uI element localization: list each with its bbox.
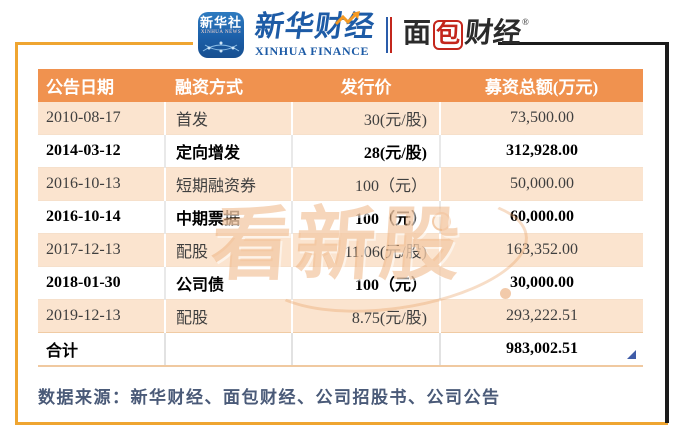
cell-financing-method: 中期票据 bbox=[164, 200, 292, 234]
bread-finance-logo: 面 包 财经 ® bbox=[403, 17, 529, 50]
cell-total-raised: 163,352.00 bbox=[439, 233, 643, 267]
frame-black-right-line bbox=[665, 42, 669, 423]
cell-corner-marker-icon bbox=[627, 350, 636, 359]
cell-financing-method: 公司债 bbox=[164, 266, 292, 300]
col-header-total-raised: 募资总额(万元) bbox=[440, 69, 643, 102]
cell-total-raised: 73,500.00 bbox=[439, 102, 643, 135]
cell-financing-method: 短期融资券 bbox=[164, 167, 292, 201]
cell-issue-price: 11.06(元/股) bbox=[291, 233, 440, 267]
cell-financing-method: 定向增发 bbox=[164, 134, 292, 168]
brand-header: 新华社 XINHUA NEWS 新华财经 XINHUA FINANCE 面 包 … bbox=[198, 8, 529, 62]
xinhua-news-app-icon: 新华社 XINHUA NEWS bbox=[198, 12, 244, 58]
total-row: 合计 983,002.51 bbox=[38, 332, 643, 367]
fundraising-table-wrap: 公告日期 融资方式 发行价 募资总额(万元) 2010-08-17 首发 30(… bbox=[38, 69, 643, 367]
table-row: 2019-12-13 配股 8.75(元/股) 293,222.51 bbox=[38, 299, 643, 333]
cell-issue-price: 28(元/股) bbox=[291, 134, 440, 168]
cell-issue-price: 30(元/股) bbox=[291, 102, 440, 135]
total-empty-price bbox=[291, 332, 440, 367]
cell-total-raised: 60,000.00 bbox=[439, 200, 643, 234]
table-body: 2010-08-17 首发 30(元/股) 73,500.00 2014-03-… bbox=[38, 102, 643, 333]
col-header-financing-method: 融资方式 bbox=[165, 69, 292, 102]
xinhua-news-icon-sublabel: XINHUA NEWS bbox=[200, 30, 242, 35]
frame-gold-top-line bbox=[15, 42, 193, 45]
frame-black-top-line bbox=[498, 42, 668, 45]
cell-issue-price: 8.75(元/股) bbox=[291, 299, 440, 333]
cell-announce-date: 2016-10-14 bbox=[38, 200, 165, 234]
total-label: 合计 bbox=[38, 332, 165, 367]
cell-total-raised: 50,000.00 bbox=[439, 167, 643, 201]
table-row: 2017-12-13 配股 11.06(元/股) 163,352.00 bbox=[38, 233, 643, 267]
cell-total-raised: 30,000.00 bbox=[439, 266, 643, 300]
table-row: 2010-08-17 首发 30(元/股) 73,500.00 bbox=[38, 102, 643, 135]
cell-announce-date: 2018-01-30 bbox=[38, 266, 165, 300]
bread-finance-char-bao: 包 bbox=[433, 20, 464, 50]
fundraising-table: 公告日期 融资方式 发行价 募资总额(万元) 2010-08-17 首发 30(… bbox=[38, 69, 643, 367]
xinhua-finance-logo: 新华财经 XINHUA FINANCE bbox=[253, 11, 377, 58]
total-empty-method bbox=[164, 332, 292, 367]
brand-divider bbox=[386, 17, 393, 53]
cell-announce-date: 2017-12-13 bbox=[38, 233, 165, 267]
cell-announce-date: 2019-12-13 bbox=[38, 299, 165, 333]
frame-gold-bottom-line bbox=[15, 422, 668, 425]
cell-announce-date: 2010-08-17 bbox=[38, 102, 165, 135]
total-amount: 983,002.51 bbox=[439, 332, 643, 367]
bread-finance-char-mian: 面 bbox=[403, 18, 432, 49]
col-header-announce-date: 公告日期 bbox=[38, 69, 165, 102]
col-header-issue-price: 发行价 bbox=[292, 69, 440, 102]
cell-total-raised: 312,928.00 bbox=[439, 134, 643, 168]
xinhua-news-icon-label: 新华社 bbox=[199, 15, 242, 30]
cell-total-raised: 293,222.51 bbox=[439, 299, 643, 333]
table-row: 2018-01-30 公司债 100（元） 30,000.00 bbox=[38, 266, 643, 300]
cell-issue-price: 100（元） bbox=[291, 167, 440, 201]
globe-network-icon bbox=[202, 41, 240, 53]
stock-arrow-icon bbox=[335, 11, 361, 26]
bread-finance-caijing: 财经 bbox=[463, 18, 523, 49]
data-source-note: 数据来源：新华财经、面包财经、公司招股书、公司公告 bbox=[38, 388, 501, 407]
cell-financing-method: 配股 bbox=[164, 299, 292, 333]
table-header-row: 公告日期 融资方式 发行价 募资总额(万元) bbox=[38, 69, 643, 102]
cell-issue-price: 100（元） bbox=[291, 266, 440, 300]
table-row: 2014-03-12 定向增发 28(元/股) 312,928.00 bbox=[38, 134, 643, 168]
frame-gold-left-line bbox=[15, 42, 18, 425]
table-row: 2016-10-14 中期票据 100（元） 60,000.00 bbox=[38, 200, 643, 234]
cell-issue-price: 100（元） bbox=[291, 200, 440, 234]
xinhua-finance-en-wordmark: XINHUA FINANCE bbox=[255, 44, 370, 58]
cell-financing-method: 配股 bbox=[164, 233, 292, 267]
cell-announce-date: 2014-03-12 bbox=[38, 134, 165, 168]
registered-trademark-icon: ® bbox=[522, 17, 529, 27]
table-row: 2016-10-13 短期融资券 100（元） 50,000.00 bbox=[38, 167, 643, 201]
cell-announce-date: 2016-10-13 bbox=[38, 167, 165, 201]
cell-financing-method: 首发 bbox=[164, 102, 292, 135]
